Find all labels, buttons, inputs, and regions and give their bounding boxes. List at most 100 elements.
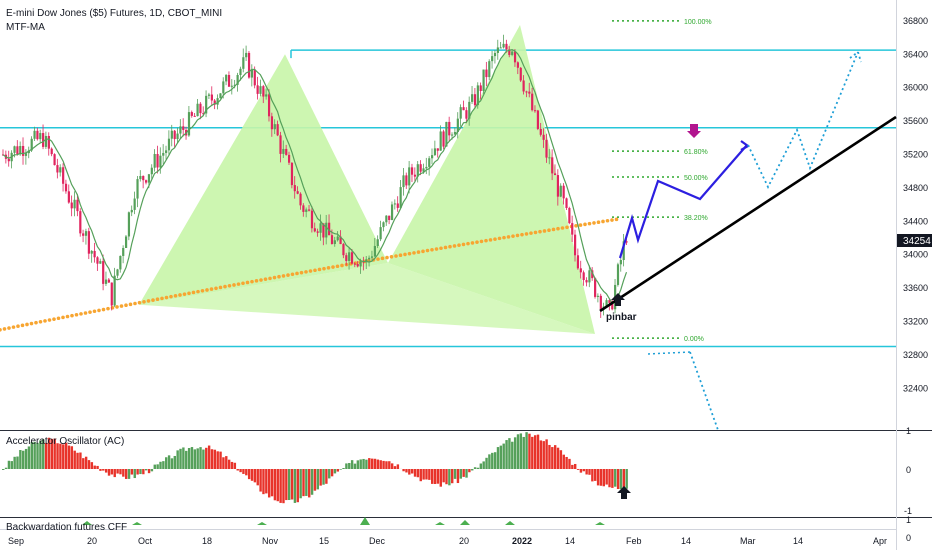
candle-body[interactable]	[619, 260, 622, 265]
candle-body[interactable]	[562, 185, 565, 199]
candle-body[interactable]	[485, 69, 488, 78]
candle-body[interactable]	[319, 223, 322, 233]
candle-body[interactable]	[622, 241, 625, 261]
candle-body[interactable]	[173, 130, 176, 140]
candle-body[interactable]	[591, 270, 594, 279]
candle-body[interactable]	[579, 268, 582, 273]
candle-body[interactable]	[339, 236, 342, 245]
candle-body[interactable]	[542, 134, 545, 140]
candle-body[interactable]	[305, 209, 308, 212]
candle-body[interactable]	[56, 165, 59, 173]
candle-body[interactable]	[233, 84, 236, 86]
candle-body[interactable]	[156, 154, 159, 168]
candle-body[interactable]	[308, 209, 311, 211]
candle-body[interactable]	[571, 223, 574, 235]
candle-body[interactable]	[265, 94, 268, 97]
candle-body[interactable]	[59, 167, 62, 173]
candle-body[interactable]	[104, 279, 108, 284]
candle-body[interactable]	[345, 255, 348, 261]
candle-body[interactable]	[136, 179, 139, 199]
candle-body[interactable]	[531, 93, 534, 111]
candle-body[interactable]	[594, 278, 597, 297]
candle-body[interactable]	[187, 112, 191, 136]
candle-body[interactable]	[64, 183, 68, 192]
harmonic-triangle[interactable]	[139, 54, 388, 305]
candle-body[interactable]	[585, 280, 588, 283]
candle-body[interactable]	[528, 91, 531, 94]
candle-body[interactable]	[119, 255, 122, 270]
candle-body[interactable]	[150, 167, 153, 175]
candle-body[interactable]	[465, 110, 468, 119]
candle-body[interactable]	[388, 215, 391, 220]
candle-body[interactable]	[245, 52, 248, 58]
candle-body[interactable]	[19, 145, 22, 155]
candle-body[interactable]	[451, 134, 454, 136]
candle-body[interactable]	[227, 74, 231, 87]
candle-body[interactable]	[39, 133, 42, 140]
candle-body[interactable]	[30, 138, 33, 151]
candle-body[interactable]	[116, 269, 119, 276]
candle-body[interactable]	[36, 130, 39, 140]
candle-body[interactable]	[176, 133, 179, 140]
candle-body[interactable]	[462, 107, 465, 111]
candle-body[interactable]	[99, 261, 102, 264]
candle-body[interactable]	[296, 191, 299, 194]
candle-body[interactable]	[588, 270, 591, 283]
candle-body[interactable]	[333, 240, 336, 245]
candle-body[interactable]	[525, 91, 528, 93]
candle-body[interactable]	[222, 81, 225, 94]
projected-path[interactable]	[618, 144, 748, 259]
candle-body[interactable]	[170, 130, 173, 139]
candle-body[interactable]	[416, 164, 419, 177]
candle-body[interactable]	[250, 69, 254, 78]
candle-body[interactable]	[82, 233, 85, 236]
candle-body[interactable]	[342, 244, 345, 256]
candle-body[interactable]	[76, 199, 79, 212]
candle-body[interactable]	[516, 62, 519, 68]
mtf-ma-line[interactable]	[2, 48, 628, 304]
harmonic-triangle[interactable]	[139, 263, 595, 334]
candle-body[interactable]	[179, 126, 182, 134]
candle-body[interactable]	[373, 245, 376, 257]
candle-body[interactable]	[536, 110, 540, 129]
candle-body[interactable]	[436, 148, 439, 151]
candle-body[interactable]	[96, 257, 99, 264]
candle-body[interactable]	[431, 155, 434, 159]
candle-body[interactable]	[348, 252, 351, 261]
candle-body[interactable]	[396, 203, 399, 208]
candle-body[interactable]	[551, 157, 554, 174]
candle-body[interactable]	[210, 94, 213, 101]
trendline[interactable]	[599, 115, 897, 313]
candle-body[interactable]	[445, 121, 448, 147]
candle-body[interactable]	[596, 295, 600, 297]
candle-body[interactable]	[408, 167, 411, 186]
candle-body[interactable]	[608, 300, 611, 303]
candle-body[interactable]	[13, 146, 16, 153]
candle-body[interactable]	[147, 174, 151, 183]
candle-body[interactable]	[471, 94, 474, 102]
candle-body[interactable]	[313, 228, 316, 232]
candle-body[interactable]	[288, 154, 291, 163]
candle-body[interactable]	[247, 52, 251, 78]
candle-body[interactable]	[7, 158, 10, 162]
candle-body[interactable]	[316, 231, 319, 233]
candle-body[interactable]	[505, 43, 508, 50]
candle-body[interactable]	[207, 94, 211, 96]
candle-body[interactable]	[422, 168, 425, 172]
candle-body[interactable]	[242, 57, 245, 69]
candle-body[interactable]	[33, 130, 36, 139]
candle-body[interactable]	[499, 47, 502, 49]
candle-body[interactable]	[491, 56, 494, 62]
candle-body[interactable]	[87, 231, 90, 254]
candle-body[interactable]	[139, 175, 142, 180]
candle-body[interactable]	[616, 264, 620, 285]
candle-body[interactable]	[556, 175, 560, 197]
candle-body[interactable]	[419, 164, 422, 172]
candle-body[interactable]	[425, 166, 428, 169]
candle-body[interactable]	[153, 154, 156, 168]
candle-body[interactable]	[539, 128, 542, 135]
candle-body[interactable]	[230, 85, 233, 87]
candle-body[interactable]	[216, 98, 219, 105]
candle-body[interactable]	[611, 302, 614, 310]
